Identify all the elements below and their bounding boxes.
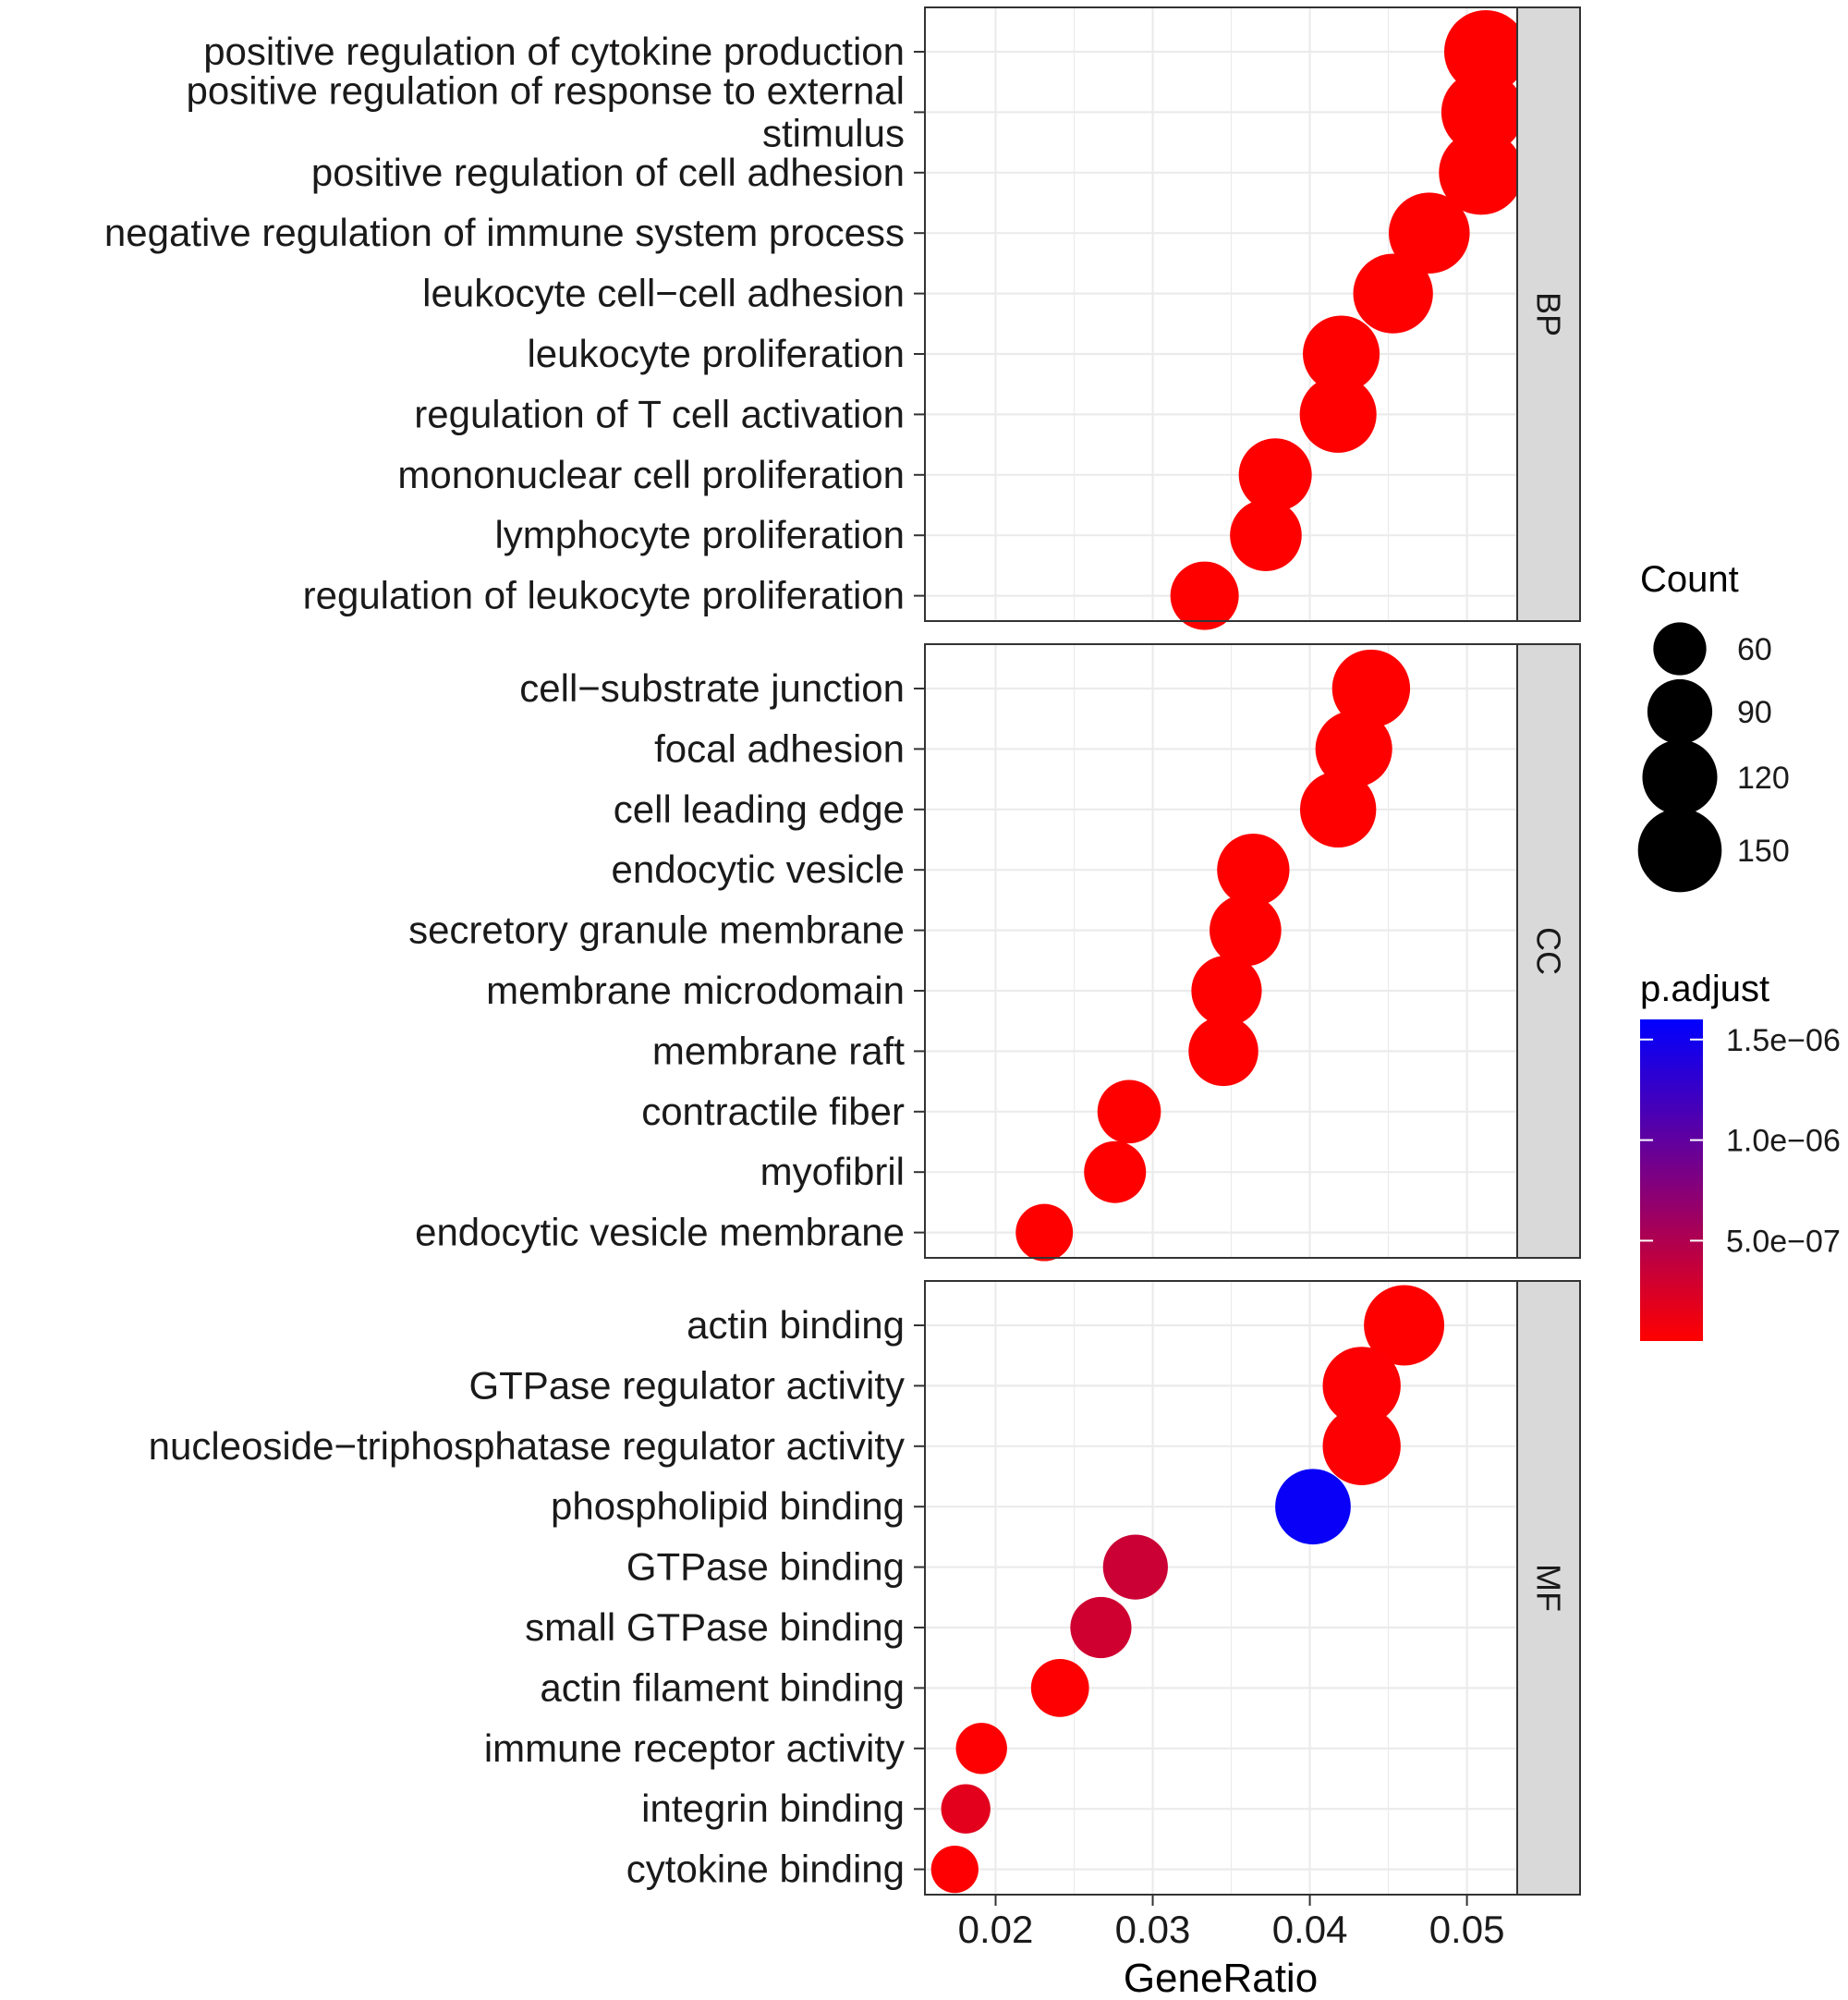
data-point: [1353, 253, 1433, 334]
y-axis-label: leukocyte cell−cell adhesion: [422, 272, 905, 315]
y-axis-label: cell−substrate junction: [519, 666, 905, 710]
data-point: [1170, 561, 1239, 630]
data-point: [1275, 1469, 1351, 1545]
data-point: [930, 1845, 979, 1894]
panel-background: [925, 7, 1517, 621]
data-point: [1443, 9, 1528, 94]
y-axis-label: positive regulation of cytokine producti…: [203, 30, 905, 73]
y-axis-label: lymphocyte proliferation: [494, 513, 905, 556]
data-point: [1238, 438, 1312, 512]
data-point: [1191, 955, 1262, 1027]
data-point: [1217, 834, 1290, 907]
y-axis-label: nucleoside−triphosphatase regulator acti…: [149, 1424, 905, 1468]
facet-cc: cell−substrate junction focal adhesion cel…: [408, 643, 1581, 1262]
data-point: [1210, 894, 1282, 967]
data-point: [1331, 649, 1411, 728]
data-point: [1030, 1659, 1089, 1717]
count-legend-key: [1653, 622, 1707, 676]
x-tick-label: 0.02: [958, 1908, 1034, 1951]
y-axis-label: actin filament binding: [540, 1665, 905, 1709]
y-axis-label: endocytic vesicle membrane: [415, 1211, 905, 1254]
y-axis-label: secretory granule membrane: [408, 909, 905, 952]
facet-mf: actin binding GTPase regulator activity nu…: [149, 1280, 1581, 1896]
y-axis-label: cytokine binding: [626, 1848, 905, 1891]
p-adjust-legend: p.adjust 5.0e−07 1.0e−06 1.5e−06: [1640, 969, 1841, 1341]
p-adjust-legend-label: 1.0e−06: [1726, 1124, 1841, 1159]
count-legend-label: 90: [1737, 695, 1772, 730]
x-axis: 0.02 0.03 0.04 0.05: [958, 1895, 1505, 1951]
data-point: [1070, 1596, 1132, 1659]
y-axis-label: regulation of T cell activation: [414, 392, 905, 435]
y-axis-label: membrane microdomain: [486, 969, 905, 1012]
data-point: [1322, 1347, 1401, 1425]
y-axis-label: integrin binding: [641, 1787, 905, 1830]
count-legend-label: 60: [1737, 632, 1772, 667]
count-legend-key: [1647, 678, 1713, 745]
data-point: [1315, 710, 1392, 787]
y-axis-label: membrane raft: [652, 1029, 905, 1072]
data-point: [1299, 771, 1377, 848]
facet-strip: [1516, 1280, 1581, 1896]
x-tick-label: 0.05: [1429, 1908, 1505, 1951]
data-point: [1441, 70, 1525, 154]
y-axis-label: immune receptor activity: [484, 1726, 905, 1770]
y-axis-label: regulation of leukocyte proliferation: [303, 574, 905, 617]
data-point: [1299, 375, 1377, 453]
p-adjust-legend-title: p.adjust: [1640, 969, 1769, 1009]
x-tick-label: 0.04: [1272, 1908, 1348, 1951]
facet-panels: positive regulation of cytokine producti…: [104, 6, 1581, 1896]
y-axis-label: phospholipid binding: [551, 1484, 905, 1528]
facet-strip: [1516, 643, 1581, 1259]
data-point: [1439, 130, 1524, 215]
p-adjust-colorbar: [1640, 1019, 1703, 1341]
facet-strip-label: CC: [1530, 927, 1568, 975]
y-axis-label: GTPase regulator activity: [468, 1363, 905, 1407]
facet-strip: [1516, 6, 1581, 622]
y-axis-label: positive regulation of response to exter…: [187, 68, 905, 112]
y-axis-label: myofibril: [760, 1150, 905, 1193]
data-point: [1015, 1203, 1074, 1262]
facet-strip-label: MF: [1530, 1564, 1568, 1612]
data-point: [1303, 315, 1380, 393]
y-axis-label: stimulus: [762, 111, 905, 154]
p-adjust-legend-label: 5.0e−07: [1726, 1224, 1841, 1259]
data-point: [1188, 1016, 1258, 1087]
data-point: [1102, 1534, 1168, 1600]
y-axis-label: mononuclear cell proliferation: [397, 453, 905, 496]
data-point: [1389, 192, 1470, 274]
data-point: [1322, 1407, 1401, 1485]
data-point: [1097, 1079, 1161, 1144]
count-legend-title: Count: [1640, 559, 1739, 600]
count-legend: Count 60 90 120 150: [1637, 559, 1790, 893]
y-axis-label: negative regulation of immune system pro…: [104, 211, 905, 254]
count-legend-key: [1637, 808, 1722, 893]
p-adjust-legend-label: 1.5e−06: [1726, 1023, 1841, 1058]
y-axis-label: endocytic vesicle: [612, 848, 905, 891]
data-point: [1230, 499, 1302, 572]
y-axis-label: actin binding: [687, 1303, 905, 1347]
facet-strip-label: BP: [1530, 292, 1568, 336]
x-tick-label: 0.03: [1115, 1908, 1191, 1951]
y-axis-label: contractile fiber: [641, 1090, 905, 1133]
y-axis-label: GTPase binding: [626, 1545, 905, 1589]
data-point: [1084, 1140, 1147, 1203]
facet-bp: positive regulation of cytokine producti…: [104, 6, 1581, 630]
y-axis-label: focal adhesion: [654, 726, 905, 770]
count-legend-key: [1642, 739, 1718, 815]
count-legend-label: 150: [1737, 834, 1790, 869]
panel-background: [925, 1281, 1517, 1895]
data-point: [955, 1723, 1007, 1774]
x-axis-title: GeneRatio: [1124, 1956, 1318, 2000]
data-point: [941, 1784, 991, 1834]
y-axis-label: positive regulation of cell adhesion: [311, 151, 905, 194]
data-point: [1364, 1285, 1445, 1366]
count-legend-label: 120: [1737, 761, 1790, 796]
y-axis-label: leukocyte proliferation: [527, 332, 905, 375]
y-axis-label: small GTPase binding: [525, 1605, 905, 1649]
y-axis-label: cell leading edge: [614, 787, 905, 831]
